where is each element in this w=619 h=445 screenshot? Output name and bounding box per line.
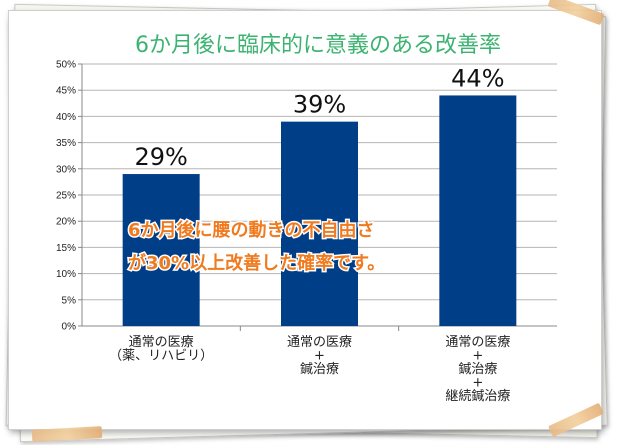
annotation-text: が30%以上改善した確率です。 [128,252,385,274]
category-label: 鍼治療 [300,361,339,377]
y-tick-label: 30% [56,164,76,175]
y-tick-label: 40% [56,112,76,123]
annotation-text: 6か月後に腰の動きの不自由さ [128,219,375,241]
category-label: + [314,349,325,364]
category-label: + [472,349,483,364]
category-label: 通常の医療 [445,335,510,350]
y-tick-label: 45% [56,86,76,97]
y-tick-label: 5% [62,295,77,306]
category-label: 通常の医療 [129,335,194,350]
y-tick-label: 20% [56,217,76,228]
y-tick-label: 25% [56,191,76,202]
y-tick-label: 10% [56,269,76,280]
chart-title: 6か月後に臨床的に意義のある改善率 [135,33,501,58]
data-label: 39% [293,91,346,119]
y-tick-label: 50% [56,60,76,71]
y-tick-label: 15% [56,243,76,254]
data-label: 29% [134,143,187,171]
y-tick-label: 0% [62,322,77,333]
category-label: 継続鍼治療 [445,388,510,404]
bars [122,95,517,326]
bar [281,121,358,326]
category-label: 鍼治療 [458,361,497,377]
bar [122,174,200,326]
data-label: 44% [451,64,504,92]
y-axis-ticks: 0% 5% 10% 15% 20% 25% 30% 35% 40% 45% 50% [56,60,83,333]
category-label: （薬、リハビリ） [109,349,213,364]
category-label: + [472,376,483,391]
category-label: 通常の医療 [287,335,352,350]
y-tick-label: 35% [56,138,76,149]
value-labels: 29% 39% 44% [134,64,504,171]
bar [439,95,517,326]
